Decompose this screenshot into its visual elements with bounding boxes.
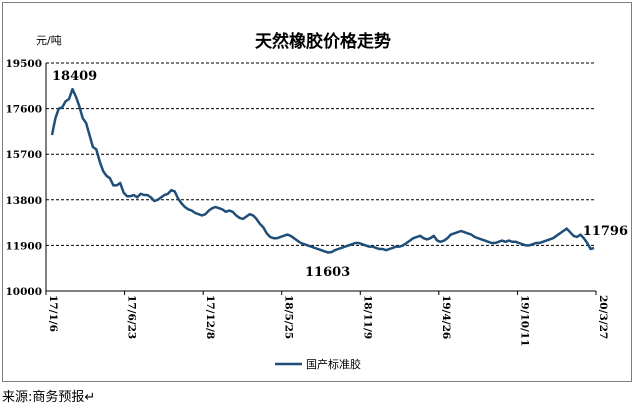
source-note: 来源:商务预报↵ [2, 390, 96, 405]
y-axis-unit: 元/吨 [36, 34, 62, 47]
x-tick-label: 17/6/23 [126, 295, 138, 339]
x-tick-label: 19/10/11 [518, 295, 530, 347]
x-axis-ticks: 17/1/6 17/6/23 17/12/8 18/5/25 18/11/9 19/4/2… [45, 291, 609, 347]
chart-title: 天然橡胶价格走势 [255, 31, 391, 52]
y-tick-label: 10000 [5, 286, 42, 298]
y-tick-label: 17600 [5, 104, 42, 116]
y-tick-label: 11900 [5, 240, 42, 252]
x-tick-label: 18/11/9 [361, 295, 373, 339]
chart-canvas: 天然橡胶价格走势 元/吨 10000 11900 13800 15700 17600 19… [5, 31, 628, 371]
data-label-11603: 11603 [305, 265, 350, 280]
y-axis-ticks: 10000 11900 13800 15700 17600 19500 [5, 58, 42, 298]
grid-lines [46, 62, 596, 246]
data-annotations: 18409 11603 11796 [52, 69, 628, 280]
data-label-18409: 18409 [52, 69, 97, 84]
x-tick-label: 19/4/26 [440, 295, 452, 339]
x-tick-label: 20/3/27 [597, 295, 609, 339]
y-tick-label: 13800 [5, 195, 42, 207]
data-label-11796: 11796 [583, 224, 628, 239]
legend-label: 国产标准胶 [306, 357, 361, 371]
chart-frame [2, 2, 632, 382]
y-tick-label: 15700 [5, 149, 42, 161]
x-tick-label: 18/5/25 [283, 295, 295, 339]
x-tick-label: 17/12/8 [204, 295, 216, 339]
y-tick-label: 19500 [5, 58, 42, 70]
legend: 国产标准胶 [275, 357, 361, 371]
series-line-national-standard-rubber [50, 87, 595, 254]
x-tick-label: 17/1/6 [47, 295, 59, 332]
